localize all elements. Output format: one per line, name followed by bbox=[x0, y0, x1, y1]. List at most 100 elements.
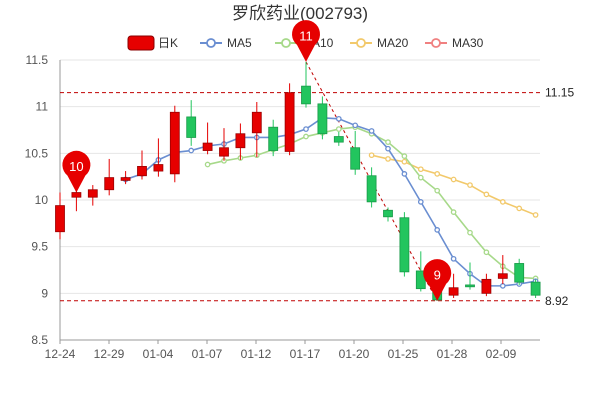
ma10-point bbox=[483, 249, 490, 256]
marker-label: 9 bbox=[434, 267, 441, 282]
ma10-point bbox=[204, 161, 211, 168]
reference-line-label: 8.92 bbox=[545, 294, 569, 308]
x-tick-label: 12-29 bbox=[94, 347, 125, 361]
reference-lines: 11.15 8.92 bbox=[60, 61, 574, 308]
ma20-point bbox=[483, 191, 490, 198]
candle-body bbox=[284, 92, 295, 152]
candle-body bbox=[251, 111, 262, 134]
candle-body bbox=[350, 147, 361, 170]
ma20-point bbox=[401, 158, 408, 165]
legend[interactable]: 日K MA5 MA10 MA20 MA30 bbox=[127, 35, 484, 51]
legend-candle-icon bbox=[127, 35, 155, 51]
moving-average-lines bbox=[122, 115, 539, 289]
candle bbox=[87, 185, 98, 206]
candle bbox=[284, 83, 295, 156]
ma10-point bbox=[467, 229, 473, 236]
y-tick-label: 10 bbox=[35, 193, 49, 207]
ma5-point bbox=[303, 126, 309, 132]
price-marker: 11 bbox=[292, 20, 320, 62]
ma20-point bbox=[450, 176, 457, 183]
candle-body bbox=[120, 177, 131, 181]
ma20-point bbox=[499, 199, 506, 205]
candle-body bbox=[366, 175, 377, 203]
y-tick-label: 11 bbox=[36, 100, 49, 114]
ma20-point bbox=[368, 152, 375, 159]
ma5-point bbox=[368, 128, 375, 134]
ma10-point bbox=[335, 126, 342, 132]
candle bbox=[153, 138, 164, 177]
ma5-point bbox=[385, 145, 391, 152]
ma10-point bbox=[434, 187, 441, 194]
ma5-point bbox=[417, 199, 424, 205]
candle-body bbox=[55, 205, 65, 233]
candle bbox=[268, 119, 279, 157]
y-tick-label: 10.5 bbox=[25, 146, 49, 160]
ma20-point bbox=[516, 205, 523, 212]
legend-label: MA5 bbox=[227, 36, 252, 50]
ma20-line bbox=[371, 154, 536, 216]
ma5-point bbox=[450, 255, 457, 262]
legend-dot-icon bbox=[431, 38, 441, 48]
candle bbox=[333, 131, 344, 146]
price-markers: 10 11 9 bbox=[62, 20, 452, 301]
ma5-point bbox=[335, 115, 342, 122]
candle bbox=[235, 123, 246, 160]
ma10-point bbox=[417, 174, 424, 181]
legend-item-ma20[interactable]: MA20 bbox=[350, 36, 409, 50]
x-tick-label: 12-24 bbox=[45, 347, 76, 361]
candle-body bbox=[169, 111, 180, 175]
candle bbox=[301, 61, 311, 108]
legend-dot-icon bbox=[281, 38, 291, 48]
x-tick-label: 01-07 bbox=[192, 347, 223, 361]
candle bbox=[104, 158, 115, 196]
price-marker: 10 bbox=[62, 150, 91, 193]
ma5-point bbox=[352, 122, 359, 129]
x-tick-label: 01-04 bbox=[143, 347, 174, 361]
candle bbox=[186, 100, 197, 146]
legend-item-ma30[interactable]: MA30 bbox=[425, 36, 484, 50]
x-tick-label: 01-28 bbox=[437, 347, 468, 361]
grid-lines bbox=[60, 59, 540, 341]
candles bbox=[55, 61, 541, 301]
ma20-point bbox=[434, 171, 441, 177]
candle bbox=[251, 102, 262, 158]
candle-body bbox=[202, 142, 213, 151]
legend-item-ma5[interactable]: MA5 bbox=[200, 36, 252, 50]
candle-body bbox=[399, 217, 410, 273]
y-tick-label: 9 bbox=[41, 286, 48, 300]
legend-label: MA20 bbox=[377, 36, 409, 50]
ma20-point bbox=[417, 166, 424, 173]
candle bbox=[120, 171, 131, 185]
candle-body bbox=[235, 133, 246, 149]
y-axis: 8.5 9 9.5 10 10.5 11 11.5 bbox=[25, 53, 61, 347]
legend-dot-icon bbox=[206, 38, 216, 48]
candle bbox=[514, 258, 525, 285]
legend-item-k[interactable]: 日K bbox=[127, 35, 178, 51]
candle-body bbox=[301, 85, 311, 105]
marker-pin-shape bbox=[62, 150, 91, 193]
candle bbox=[383, 207, 393, 222]
candle-body bbox=[497, 273, 508, 279]
ma20-point bbox=[385, 156, 391, 162]
legend-label: MA30 bbox=[452, 36, 484, 50]
candle-body bbox=[87, 189, 98, 198]
candle bbox=[399, 212, 410, 277]
x-axis: 12-24 12-29 01-04 01-07 01-12 01-17 01-20 01-25… bbox=[45, 339, 540, 361]
ma20-point bbox=[467, 182, 473, 188]
marker-label: 11 bbox=[299, 28, 313, 43]
candle-body bbox=[219, 147, 229, 157]
candle-body bbox=[137, 165, 147, 177]
y-tick-label: 9.5 bbox=[31, 240, 48, 254]
x-tick-label: 01-20 bbox=[339, 347, 370, 361]
candle bbox=[202, 122, 213, 155]
candle-body bbox=[153, 164, 164, 172]
candle-body bbox=[71, 192, 82, 198]
ma10-point bbox=[401, 153, 408, 159]
price-marker: 9 bbox=[423, 259, 452, 301]
candle bbox=[448, 273, 459, 298]
candle-body bbox=[514, 263, 525, 283]
candle-body bbox=[333, 136, 344, 143]
legend-label: 日K bbox=[158, 36, 178, 50]
candle-body bbox=[268, 126, 279, 151]
